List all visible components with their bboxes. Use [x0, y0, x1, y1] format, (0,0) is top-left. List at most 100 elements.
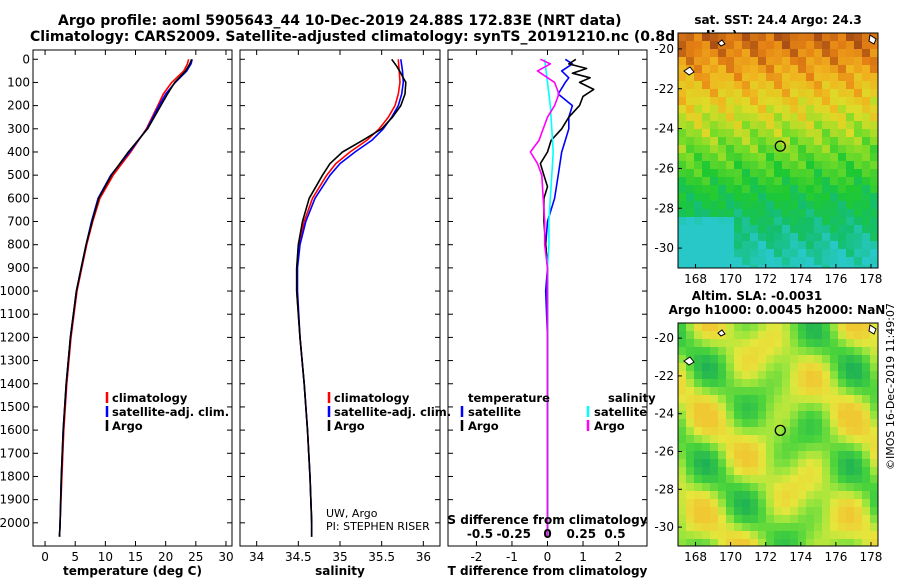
heatmap-cell: [702, 435, 711, 444]
heatmap-cell: [854, 371, 863, 380]
heatmap-cell: [678, 113, 687, 122]
heatmap-cell: [766, 523, 775, 532]
heatmap-cell: [782, 145, 791, 154]
heatmap-cell: [822, 531, 831, 540]
map-xtick-label: 168: [684, 272, 707, 286]
heatmap-cell: [702, 89, 711, 98]
map-ytick-label: -20: [654, 42, 674, 56]
heatmap-cell: [798, 65, 807, 74]
heatmap-cell: [846, 451, 855, 460]
heatmap-cell: [734, 475, 743, 484]
heatmap-cell: [814, 363, 823, 372]
heatmap-cell: [774, 387, 783, 396]
heatmap-cell: [726, 97, 735, 106]
heatmap-cell: [798, 89, 807, 98]
heatmap-cell: [862, 411, 871, 420]
heatmap-cell: [742, 395, 751, 404]
heatmap-cell: [806, 89, 815, 98]
heatmap-cell: [718, 65, 727, 74]
heatmap-cell: [870, 217, 879, 226]
heatmap-cell: [726, 419, 735, 428]
heatmap-cell: [774, 483, 783, 492]
heatmap-cell: [854, 411, 863, 420]
heatmap-cell: [774, 169, 783, 178]
heatmap-cell: [678, 403, 687, 412]
heatmap-cell: [742, 483, 751, 492]
heatmap-cell: [766, 355, 775, 364]
heatmap-cell: [702, 403, 711, 412]
heatmap-cell: [782, 65, 791, 74]
heatmap-cell: [726, 331, 735, 340]
heatmap-cell: [838, 347, 847, 356]
heatmap-cell: [758, 225, 767, 234]
heatmap-cell: [678, 355, 687, 364]
heatmap-cell: [758, 129, 767, 138]
heatmap-cell: [702, 339, 711, 348]
xtick-label: 34: [249, 550, 264, 564]
heatmap-cell: [726, 41, 735, 50]
heatmap-cell: [750, 129, 759, 138]
heatmap-cell: [726, 427, 735, 436]
heatmap-cell: [798, 411, 807, 420]
heatmap-cell: [806, 209, 815, 218]
heatmap-cell: [750, 515, 759, 524]
heatmap-cell: [694, 443, 703, 452]
heatmap-cell: [870, 137, 879, 146]
heatmap-cell: [710, 515, 719, 524]
heatmap-cell: [782, 33, 791, 42]
heatmap-cell: [758, 435, 767, 444]
heatmap-cell: [750, 233, 759, 242]
heatmap-cell: [846, 523, 855, 532]
heatmap-cell: [702, 459, 711, 468]
heatmap-cell: [750, 81, 759, 90]
heatmap-cell: [790, 363, 799, 372]
series-line-s-argo: [529, 58, 560, 537]
ytick-label: 200: [7, 99, 30, 113]
heatmap-cell: [830, 121, 839, 130]
heatmap-cell: [838, 475, 847, 484]
heatmap-cell: [854, 363, 863, 372]
heatmap-cell: [758, 209, 767, 218]
heatmap-cell: [742, 169, 751, 178]
heatmap-cell: [750, 387, 759, 396]
heatmap-cell: [710, 169, 719, 178]
heatmap-cell: [686, 323, 695, 332]
heatmap-cell: [838, 201, 847, 210]
heatmap-cell: [782, 169, 791, 178]
heatmap-cell: [686, 427, 695, 436]
heatmap-cell: [766, 185, 775, 194]
heatmap-cell: [854, 531, 863, 540]
heatmap-cell: [846, 499, 855, 508]
heatmap-cell: [718, 177, 727, 186]
heatmap-cell: [686, 331, 695, 340]
heatmap-cell: [734, 395, 743, 404]
heatmap-cell: [806, 233, 815, 242]
heatmap-cell: [814, 81, 823, 90]
heatmap-cell: [750, 379, 759, 388]
heatmap-cell: [790, 169, 799, 178]
heatmap-cell: [822, 403, 831, 412]
heatmap-cell: [870, 89, 879, 98]
heatmap-cell: [846, 483, 855, 492]
heatmap-cell: [846, 355, 855, 364]
heatmap-cell: [782, 443, 791, 452]
heatmap-cell: [750, 41, 759, 50]
heatmap-cell: [766, 105, 775, 114]
heatmap-cell: [822, 387, 831, 396]
heatmap-cell: [830, 257, 839, 266]
heatmap-cell: [758, 331, 767, 340]
heatmap-cell: [702, 371, 711, 380]
heatmap-cell: [726, 217, 735, 226]
heatmap-cell: [726, 177, 735, 186]
legend-label: Argo: [334, 419, 365, 433]
heatmap-cell: [782, 73, 791, 82]
heatmap-cell: [830, 201, 839, 210]
heatmap-cell: [742, 153, 751, 162]
heatmap-cell: [782, 387, 791, 396]
heatmap-cell: [694, 363, 703, 372]
heatmap-cell: [790, 459, 799, 468]
heatmap-cell: [830, 241, 839, 250]
heatmap-cell: [822, 233, 831, 242]
xtick-label: 36: [416, 550, 431, 564]
map-xtick-label: 170: [719, 550, 742, 564]
